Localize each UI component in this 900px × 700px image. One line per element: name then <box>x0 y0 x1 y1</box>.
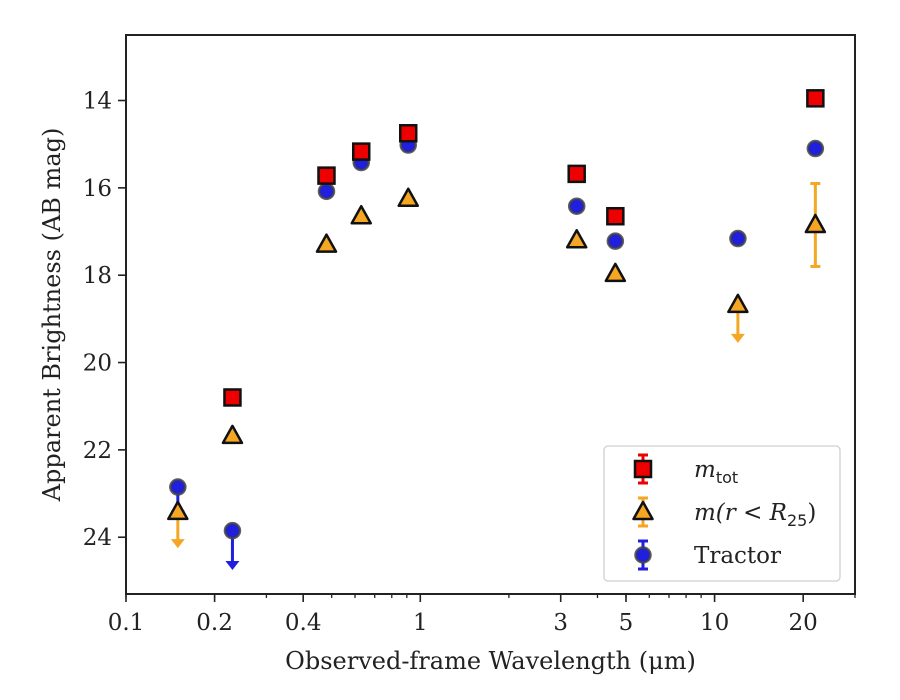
triangle-point <box>727 293 749 314</box>
legend-circle-marker <box>634 546 652 564</box>
plot-frame <box>125 34 856 595</box>
x-tick-label: 5 <box>619 610 634 636</box>
x-tick-label: 3 <box>553 610 568 636</box>
triangle-point <box>804 213 827 234</box>
y-tick-label: 14 <box>83 89 112 115</box>
triangle-upper-limit-arrow-head <box>170 539 185 549</box>
x-axis-label: Observed-frame Wavelength (μm) <box>285 647 696 675</box>
square-point <box>223 388 242 407</box>
chart-marks <box>167 89 827 570</box>
x-tick-label: 0.2 <box>196 610 233 636</box>
triangle-point <box>221 424 244 445</box>
series-square <box>223 89 825 407</box>
triangle-point <box>315 233 338 253</box>
circle-point <box>606 232 625 250</box>
y-tick-label: 20 <box>83 351 112 377</box>
circle-point <box>317 182 336 201</box>
triangle-point <box>350 204 372 225</box>
y-axis-label: Apparent Brightness (AB mag) <box>38 128 66 503</box>
square-point <box>567 164 586 184</box>
axis-ticks: 0.1 0.2 0.4 1 3 5 10 20 14 16 18 20 22 24 <box>83 89 856 636</box>
y-tick-label: 16 <box>83 176 112 202</box>
circle-point <box>223 521 242 540</box>
square-point <box>317 166 336 185</box>
triangle-point <box>167 500 189 521</box>
series-triangle <box>167 181 827 549</box>
y-tick-label: 18 <box>83 263 112 289</box>
square-point <box>606 206 625 226</box>
triangle-upper-limit-arrow-head <box>730 333 745 343</box>
legend-label: mtot <box>694 457 738 487</box>
y-tick-label: 22 <box>83 438 112 464</box>
x-tick-label: 10 <box>700 610 729 636</box>
x-tick-label: 0.1 <box>108 610 145 636</box>
square-point <box>351 142 371 161</box>
y-tick-label: 24 <box>83 525 112 551</box>
legend-label: m(r < R25) <box>694 500 816 530</box>
x-tick-label: 1 <box>413 610 428 636</box>
triangle-point <box>565 229 588 249</box>
x-tick-label: 0.4 <box>285 610 322 636</box>
circle-point <box>729 229 747 248</box>
legend-label: Tractor <box>694 543 781 569</box>
circle-upper-limit-arrow-head <box>225 560 240 570</box>
square-point <box>806 89 825 108</box>
legend-triangle-marker <box>632 500 654 521</box>
circle-point <box>169 478 187 496</box>
circle-point <box>567 197 586 215</box>
square-point <box>398 124 418 143</box>
legend-box <box>603 445 841 582</box>
circle-point <box>806 139 825 158</box>
triangle-point <box>397 187 419 208</box>
x-tick-label: 20 <box>789 610 818 636</box>
legend-square-marker <box>633 459 653 479</box>
legend: mtot m(r < R25) Tractor <box>603 445 841 582</box>
triangle-point <box>604 262 627 283</box>
